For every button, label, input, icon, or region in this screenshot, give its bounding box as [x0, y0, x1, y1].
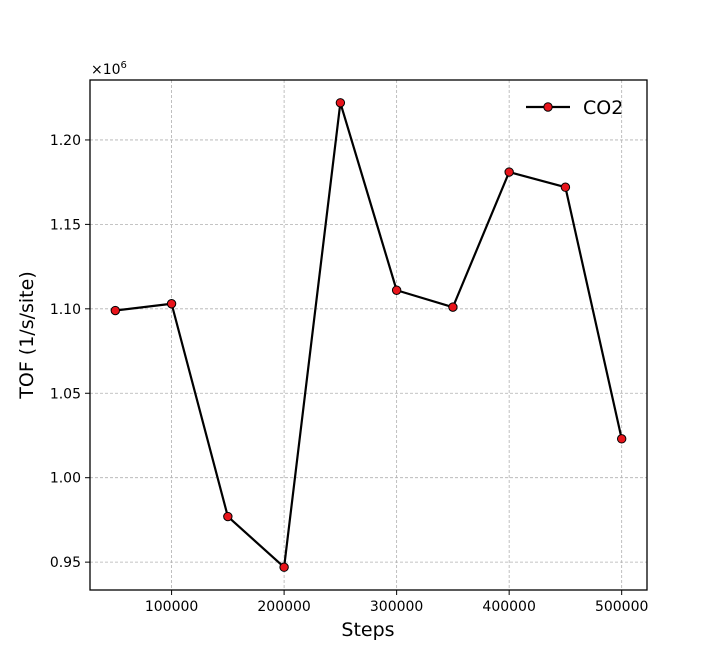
y-axis-ticks: 0.95 1.00 1.05 1.10 1.15 1.20	[50, 133, 90, 571]
data-point	[391, 285, 402, 295]
y-tick-label: 0.95	[50, 555, 81, 571]
x-axis-title: Steps	[341, 619, 394, 641]
x-tick-label: 100000	[145, 599, 198, 615]
series-layer	[110, 98, 627, 572]
y-tick-label: 1.00	[50, 471, 81, 487]
y-tick-label: 1.10	[50, 302, 81, 318]
y-tick-label: 1.15	[50, 217, 81, 233]
x-tick-label: 300000	[370, 599, 423, 615]
x-axis-ticks: 100000 200000 300000 400000 500000	[145, 590, 648, 615]
legend-marker-co2	[543, 102, 553, 112]
x-tick-label: 400000	[482, 599, 535, 615]
data-point	[166, 299, 177, 309]
data-point	[448, 302, 458, 312]
x-tick-label: 200000	[257, 599, 310, 615]
y-tick-label: 1.05	[50, 386, 81, 402]
plot-frame	[89, 79, 648, 591]
x-tick-label: 500000	[595, 599, 648, 615]
legend-label-co2: CO2	[583, 97, 623, 119]
y-offset-base: ×10	[91, 62, 121, 78]
data-point	[110, 305, 121, 316]
data-point	[279, 562, 289, 572]
data-point	[504, 167, 514, 177]
data-point	[560, 182, 571, 192]
y-axis-title: TOF (1/s/site)	[16, 271, 38, 399]
y-offset-label: ×106	[91, 60, 127, 78]
data-point	[335, 98, 346, 108]
data-point	[616, 434, 627, 444]
legend: CO2	[526, 97, 623, 119]
y-tick-label: 1.20	[50, 133, 81, 149]
data-point	[223, 511, 233, 522]
series-line-co2	[115, 101, 623, 569]
grid	[90, 80, 647, 590]
y-offset-exponent: 6	[121, 60, 127, 71]
